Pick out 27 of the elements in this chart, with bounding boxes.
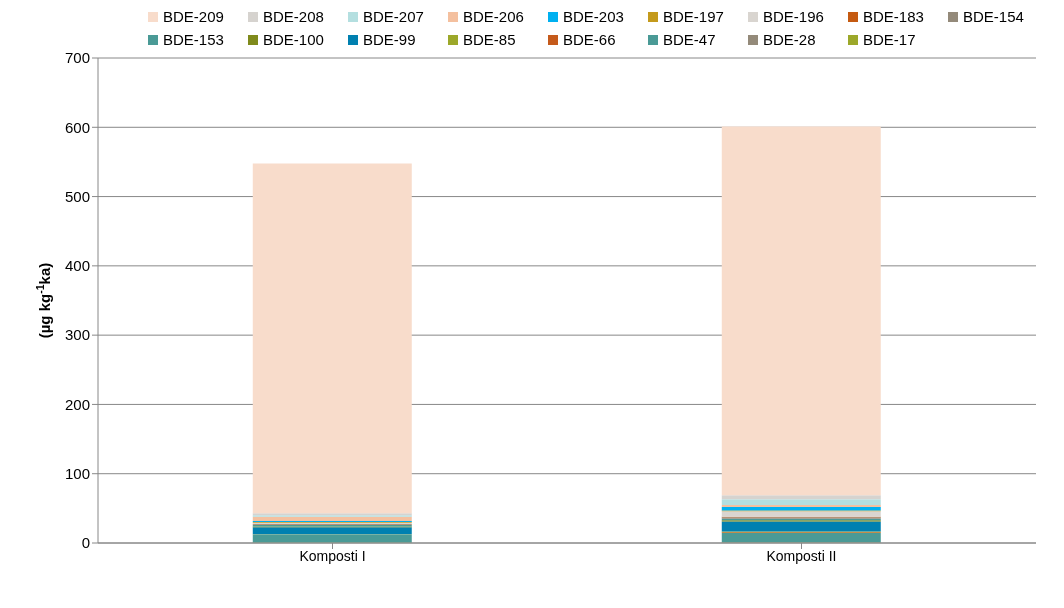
legend-label: BDE-154 (963, 8, 1024, 25)
legend-label: BDE-206 (463, 8, 524, 25)
legend-label: BDE-47 (663, 31, 716, 48)
legend-label: BDE-28 (763, 31, 816, 48)
y-tick-label: 400 (64, 257, 90, 275)
x-tick-label: Komposti II (766, 547, 837, 564)
legend-label: BDE-100 (263, 31, 324, 48)
y-tick-label: 100 (64, 465, 90, 483)
legend-label: BDE-203 (563, 8, 624, 25)
y-tick-label: 200 (64, 395, 90, 413)
legend-label: BDE-197 (663, 8, 724, 25)
legend-label: BDE-196 (763, 8, 824, 25)
legend-label: BDE-99 (363, 31, 416, 48)
legend-label: BDE-66 (563, 31, 616, 48)
legend-label: BDE-85 (463, 31, 516, 48)
legend-label: BDE-209 (163, 8, 224, 25)
legend-label: BDE-183 (863, 8, 924, 25)
y-tick-label: 700 (64, 49, 90, 67)
y-tick-label: 500 (64, 187, 90, 205)
y-tick-label: 600 (64, 118, 90, 136)
y-tick-label: 300 (64, 326, 90, 344)
x-tick-label: Komposti I (299, 547, 366, 564)
legend-label: BDE-207 (363, 8, 424, 25)
y-tick-label: 0 (81, 534, 90, 552)
legend-label: BDE-153 (163, 31, 224, 48)
legend-label: BDE-17 (863, 31, 916, 48)
legend-label: BDE-208 (263, 8, 324, 25)
